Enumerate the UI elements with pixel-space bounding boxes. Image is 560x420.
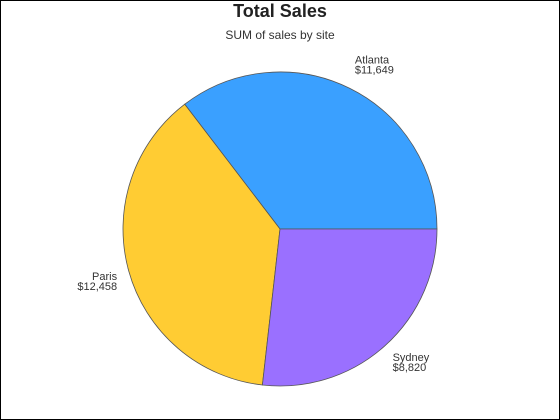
pie-slice: [184, 71, 438, 230]
slice-label: Paris: [92, 271, 118, 283]
slice-value-label: $8,820: [393, 362, 427, 374]
pie-slice: [122, 103, 281, 386]
slice-label: Atlanta: [355, 55, 390, 67]
chart-title: Total Sales: [233, 1, 327, 21]
slice-label: Sydney: [393, 352, 430, 364]
chart-subtitle: SUM of sales by site: [225, 28, 335, 42]
pie-slice: [261, 228, 438, 387]
slice-value-label: $12,458: [77, 281, 117, 293]
slice-value-label: $11,649: [355, 65, 394, 77]
